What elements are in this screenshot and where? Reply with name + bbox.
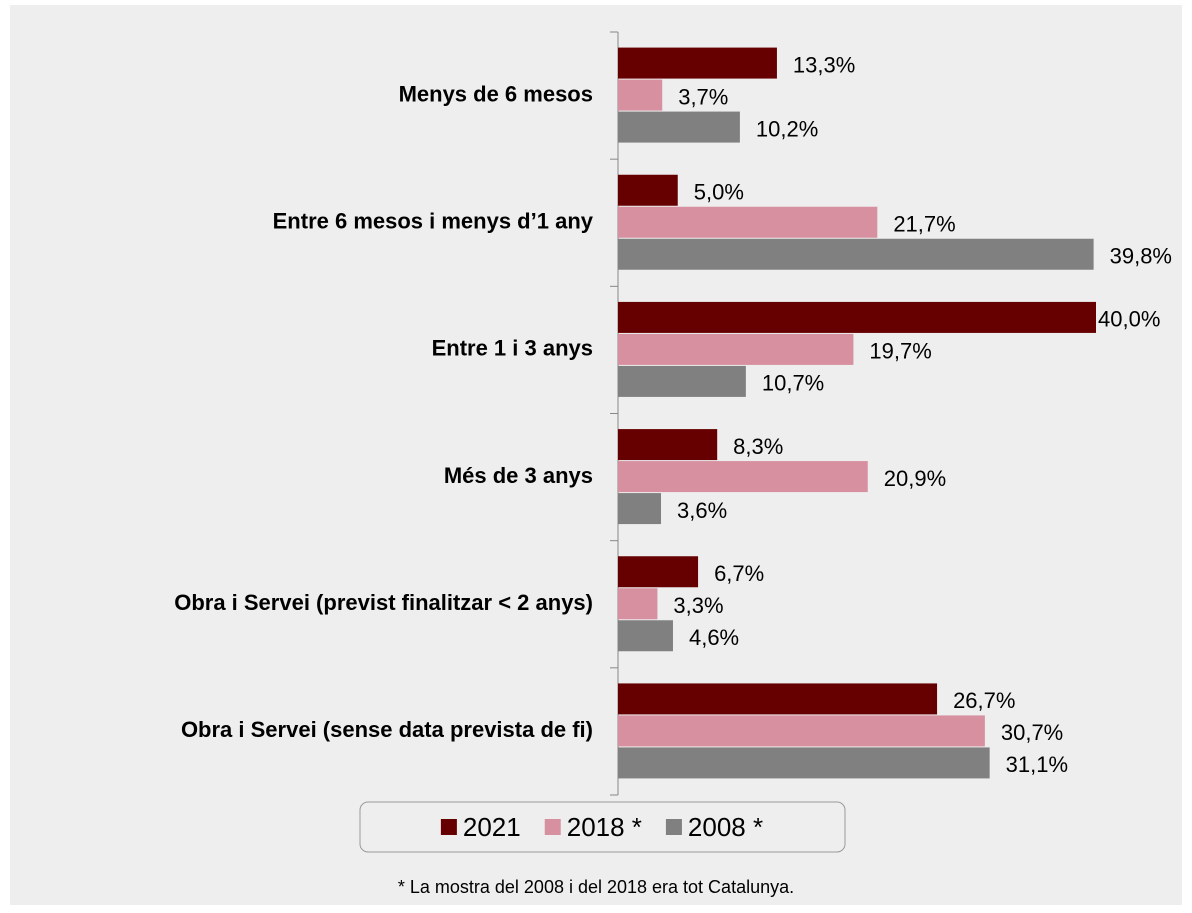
value-label: 3,3% — [673, 593, 723, 618]
value-label: 3,6% — [677, 498, 727, 523]
bar — [618, 365, 746, 397]
bar — [618, 715, 985, 747]
bar — [618, 556, 699, 588]
bar — [618, 174, 678, 206]
bar — [618, 111, 740, 143]
legend-label: 2008 * — [688, 812, 763, 842]
bar — [618, 301, 1096, 333]
category-label: Entre 1 i 3 anys — [432, 336, 593, 361]
value-label: 8,3% — [733, 434, 783, 459]
category-label: Obra i Servei (sense data prevista de fi… — [181, 717, 593, 742]
bar — [618, 429, 718, 461]
bar — [618, 683, 938, 715]
value-label: 13,3% — [793, 52, 855, 77]
bar — [618, 238, 1094, 270]
category-label: Menys de 6 mesos — [399, 81, 593, 106]
bar — [618, 620, 673, 652]
value-label: 30,7% — [1001, 720, 1063, 745]
bar — [618, 206, 878, 238]
value-label: 39,8% — [1110, 244, 1172, 269]
legend-label: 2018 * — [567, 812, 642, 842]
value-label: 19,7% — [869, 339, 931, 364]
bar — [618, 747, 990, 779]
category-label: Més de 3 anys — [444, 463, 593, 488]
value-label: 3,7% — [678, 84, 728, 109]
bar — [618, 79, 663, 111]
value-label: 40,0% — [1098, 307, 1160, 332]
legend-label: 2021 — [463, 812, 521, 842]
legend-swatch — [440, 819, 457, 835]
category-label: Obra i Servei (previst finalitzar < 2 an… — [174, 590, 593, 615]
value-label: 21,7% — [893, 212, 955, 237]
footnote: * La mostra del 2008 i del 2018 era tot … — [398, 877, 794, 897]
value-label: 26,7% — [953, 688, 1015, 713]
legend-swatch — [544, 819, 561, 835]
value-label: 10,7% — [762, 371, 824, 396]
value-label: 31,1% — [1006, 752, 1068, 777]
bar — [618, 461, 868, 493]
value-label: 10,2% — [756, 116, 818, 141]
legend-box — [359, 801, 846, 853]
value-label: 5,0% — [694, 180, 744, 205]
bar — [618, 47, 777, 79]
value-label: 6,7% — [714, 561, 764, 586]
category-label: Entre 6 mesos i menys d’1 any — [273, 209, 594, 234]
bar — [618, 333, 854, 365]
bar — [618, 588, 658, 620]
bar — [618, 493, 662, 525]
value-label: 4,6% — [689, 625, 739, 650]
value-label: 20,9% — [884, 466, 946, 491]
legend-swatch — [665, 819, 682, 835]
